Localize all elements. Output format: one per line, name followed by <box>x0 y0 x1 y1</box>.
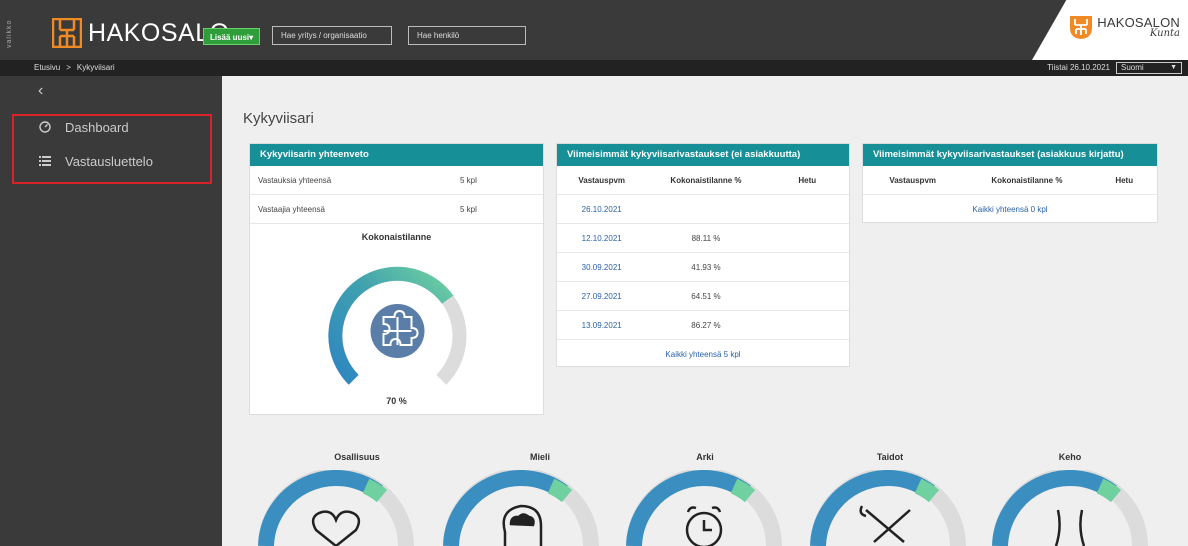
total-row: Kaikki yhteensä 5 kpl <box>557 340 849 369</box>
column-header[interactable]: Vastauspvm <box>889 175 937 185</box>
search-organization-input[interactable] <box>272 26 392 45</box>
answer-date-link[interactable]: 13.09.2021 <box>581 320 622 330</box>
latest-client-title: Viimeisimmät kykyviisarivastaukset (asia… <box>863 144 1157 166</box>
body-icon <box>1054 509 1086 546</box>
current-date: Tiistai 26.10.2021 <box>1047 63 1110 72</box>
column-header[interactable]: Vastauspvm <box>578 175 626 185</box>
sidebar-item-label: Vastausluettelo <box>65 153 153 169</box>
brand-subtitle: Kunta <box>1149 27 1180 39</box>
add-new-button[interactable]: Lisää uusi▾ <box>203 28 261 45</box>
column-header[interactable]: Hetu <box>798 175 817 185</box>
list-icon <box>38 156 52 166</box>
breadcrumb-separator: > <box>66 63 71 72</box>
breadcrumb-bar: Etusivu > Kykyviisari Tiistai 26.10.2021 S… <box>0 60 1188 76</box>
menu-toggle[interactable]: valikko <box>6 19 13 48</box>
table-row[interactable]: 13.09.2021 86.27 % <box>557 311 849 340</box>
add-new-label: Lisää uusi <box>210 33 250 42</box>
category-osallisuus[interactable]: Osallisuus <box>277 452 437 462</box>
chevron-down-icon: ▾ <box>249 33 254 42</box>
column-header[interactable]: Kokonaistilanne % <box>670 175 742 185</box>
tools-icon <box>859 505 911 543</box>
table-row[interactable]: 30.09.2021 41.93 % <box>557 253 849 282</box>
selection-highlight <box>12 114 212 184</box>
summary-row: Vastaajia yhteensä 5 kpl <box>250 195 543 224</box>
category-mieli[interactable]: Mieli <box>460 452 620 462</box>
summary-row-label: Vastauksia yhteensä <box>258 175 332 185</box>
answer-date-link[interactable]: 27.09.2021 <box>581 291 622 301</box>
sidebar-item-vastausluettelo[interactable]: Vastausluettelo <box>38 150 153 172</box>
all-answers-link[interactable]: Kaikki yhteensä 5 kpl <box>665 350 741 359</box>
puzzle-icon <box>370 304 425 358</box>
category-label: Keho <box>1058 452 1082 462</box>
table-header-row: Vastauspvm Kokonaistilanne % Hetu <box>863 166 1157 195</box>
answer-score: 41.93 % <box>691 262 721 272</box>
answer-date-link[interactable]: 12.10.2021 <box>581 233 622 243</box>
breadcrumb: Etusivu > Kykyviisari <box>34 63 115 72</box>
summary-card-title: Kykyviisarin yhteenveto <box>250 144 543 166</box>
answer-date-link[interactable]: 30.09.2021 <box>581 262 622 272</box>
category-label: Arki <box>696 452 714 462</box>
latest-client-card: Viimeisimmät kykyviisarivastaukset (asia… <box>862 143 1158 223</box>
heart-handshake-icon <box>311 510 361 546</box>
summary-card: Kykyviisarin yhteenveto Vastauksia yhtee… <box>249 143 544 415</box>
breadcrumb-current: Kykyviisari <box>76 63 115 72</box>
latest-anonymous-card: Viimeisimmät kykyviisarivastaukset (ei a… <box>556 143 850 367</box>
alarm-clock-icon <box>685 506 723 546</box>
category-label: Taidot <box>876 452 904 462</box>
sidebar-item-label: Dashboard <box>65 119 129 135</box>
summary-row-value: 5 kpl <box>460 204 477 214</box>
hakosalo-logo-icon <box>52 18 82 48</box>
sidebar-item-dashboard[interactable]: Dashboard <box>38 116 129 138</box>
keho-gauge <box>992 470 1148 546</box>
summary-row: Vastauksia yhteensä 5 kpl <box>250 166 543 195</box>
search-person-input[interactable] <box>408 26 526 45</box>
answer-date-link[interactable]: 26.10.2021 <box>581 204 622 214</box>
answer-score: 64.51 % <box>691 291 721 301</box>
category-label: Osallisuus <box>334 452 380 462</box>
column-header[interactable]: Hetu <box>1115 175 1134 185</box>
chevron-down-icon: ▼ <box>1170 64 1177 71</box>
page-title: Kykyviisari <box>243 110 314 127</box>
breadcrumb-home-link[interactable]: Etusivu <box>34 63 61 72</box>
mieli-gauge <box>443 470 599 546</box>
language-selected: Suomi <box>1121 63 1144 72</box>
sidebar: ‹ Dashboard Vastausluettelo <box>0 76 222 546</box>
category-taidot[interactable]: Taidot <box>810 452 970 462</box>
column-header[interactable]: Kokonaistilanne % <box>991 175 1063 185</box>
answer-score: 88.11 % <box>691 233 721 243</box>
dashboard-icon <box>38 121 52 133</box>
table-header-row: Vastauspvm Kokonaistilanne % Hetu <box>557 166 849 195</box>
language-select[interactable]: Suomi ▼ <box>1116 62 1182 74</box>
top-header: valikko HAKOSALO Lisää uusi▾ HAKOSALON K… <box>0 0 1188 60</box>
all-client-answers-link[interactable]: Kaikki yhteensä 0 kpl <box>972 205 1048 214</box>
osallisuus-gauge <box>258 470 414 546</box>
overall-gauge <box>328 266 467 385</box>
table-row[interactable]: 12.10.2021 88.11 % <box>557 224 849 253</box>
category-keho[interactable]: Keho <box>990 452 1150 462</box>
municipality-brand: HAKOSALON Kunta <box>1068 14 1180 40</box>
overall-gauge-title: Kokonaistilanne <box>361 232 432 242</box>
summary-row-value: 5 kpl <box>460 175 477 185</box>
taidot-gauge <box>810 470 966 546</box>
table-row[interactable]: 26.10.2021 <box>557 195 849 224</box>
head-cloud-icon <box>502 504 543 546</box>
arki-gauge <box>626 470 782 546</box>
overall-gauge-fill <box>328 266 454 385</box>
category-arki[interactable]: Arki <box>625 452 785 462</box>
answer-score: 86.27 % <box>691 320 721 330</box>
chevron-left-icon[interactable]: ‹ <box>38 82 44 99</box>
brand-title: HAKOSALON <box>1097 14 1180 30</box>
category-label: Mieli <box>529 452 550 462</box>
summary-row-label: Vastaajia yhteensä <box>258 204 326 214</box>
latest-anonymous-title: Viimeisimmät kykyviisarivastaukset (ei a… <box>557 144 849 166</box>
municipality-logo-icon <box>1070 16 1093 39</box>
total-row: Kaikki yhteensä 0 kpl <box>863 195 1157 224</box>
table-row[interactable]: 27.09.2021 64.51 % <box>557 282 849 311</box>
overall-gauge-percent: 70 % <box>386 396 407 406</box>
